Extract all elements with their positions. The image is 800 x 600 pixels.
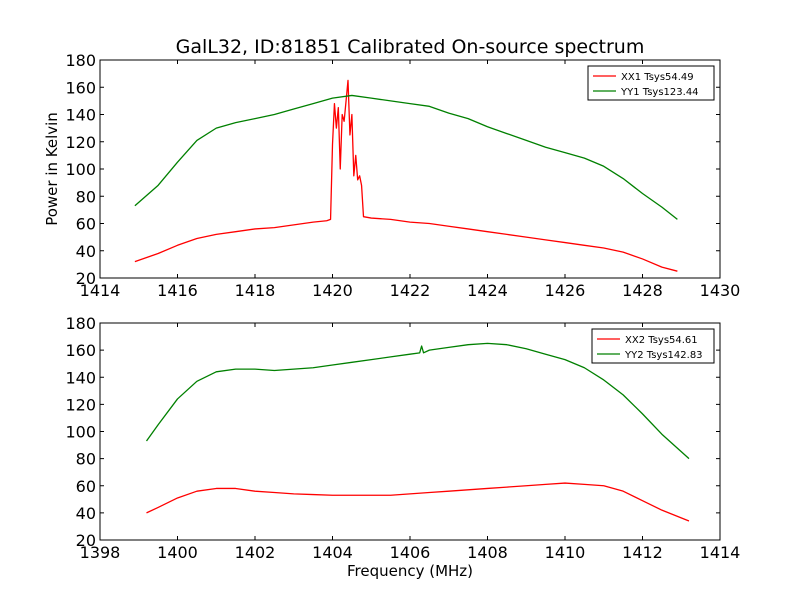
top-panel-ticks: 1414 1416 1418 1420 1422 1424 1426 1428 1430 20 40… bbox=[65, 51, 740, 300]
top-x-tick-label: 1430 bbox=[700, 281, 741, 300]
bottom-x-tick-label: 1402 bbox=[235, 543, 276, 562]
top-panel: 1414 1416 1418 1420 1422 1424 1426 1428 1430 20 40… bbox=[65, 51, 740, 300]
top-series-yy1-line bbox=[134, 94, 678, 220]
bottom-series-xx2-line bbox=[146, 482, 690, 522]
top-y-tick-label: 40 bbox=[76, 242, 96, 261]
bottom-y-tick-label: 120 bbox=[65, 395, 96, 414]
top-y-tick-label: 60 bbox=[76, 215, 96, 234]
bottom-y-tick-label: 160 bbox=[65, 341, 96, 360]
bottom-y-tick-label: 40 bbox=[76, 504, 96, 523]
top-y-tick-label: 180 bbox=[65, 51, 96, 70]
top-y-tick-label: 20 bbox=[76, 269, 96, 288]
bottom-x-tick-label: 1400 bbox=[157, 543, 198, 562]
top-x-tick-label: 1424 bbox=[467, 281, 508, 300]
top-y-tick-label: 80 bbox=[76, 187, 96, 206]
top-x-tick-label: 1426 bbox=[545, 281, 586, 300]
legend-label-yy2: YY2 Tsys142.83 bbox=[624, 350, 703, 361]
bottom-x-tick-label: 1410 bbox=[545, 543, 586, 562]
top-x-tick-label: 1416 bbox=[157, 281, 198, 300]
top-y-tick-label: 160 bbox=[65, 78, 96, 97]
top-series-xx1-line bbox=[134, 79, 678, 272]
bottom-y-tick-label: 140 bbox=[65, 368, 96, 387]
top-x-tick-label: 1428 bbox=[622, 281, 663, 300]
bottom-x-tick-label: 1404 bbox=[312, 543, 353, 562]
top-panel-series-layer bbox=[134, 79, 678, 272]
bottom-x-tick-label: 1414 bbox=[700, 543, 741, 562]
chart-title: GalL32, ID:81851 Calibrated On-source sp… bbox=[176, 36, 645, 58]
bottom-panel-legend: XX2 Tsys54.61 YY2 Tsys142.83 bbox=[591, 328, 715, 364]
bottom-y-tick-label: 20 bbox=[76, 531, 96, 550]
top-panel-legend: XX1 Tsys54.49 YY1 Tsys123.44 bbox=[587, 65, 715, 101]
bottom-x-tick-label: 1398 bbox=[80, 543, 121, 562]
bottom-y-tick-label: 80 bbox=[76, 450, 96, 469]
legend-label-yy1: YY1 Tsys123.44 bbox=[620, 87, 699, 98]
bottom-panel-series-layer bbox=[145, 342, 690, 522]
top-x-tick-label: 1420 bbox=[312, 281, 353, 300]
top-y-tick-label: 140 bbox=[65, 106, 96, 125]
top-x-tick-label: 1418 bbox=[235, 281, 276, 300]
bottom-x-tick-label: 1408 bbox=[467, 543, 508, 562]
bottom-panel-ticks: 1398 1400 1402 1404 1406 1408 1410 1412 1414 20 40… bbox=[65, 314, 740, 562]
legend-label-xx1: XX1 Tsys54.49 bbox=[621, 72, 694, 83]
bottom-series-yy2-line bbox=[145, 342, 690, 460]
top-panel-legend-box bbox=[587, 65, 715, 101]
bottom-x-tick-label: 1406 bbox=[390, 543, 431, 562]
top-x-tick-label: 1422 bbox=[390, 281, 431, 300]
x-axis-label: Frequency (MHz) bbox=[347, 562, 473, 580]
top-x-tick-label: 1414 bbox=[80, 281, 121, 300]
legend-label-xx2: XX2 Tsys54.61 bbox=[625, 335, 698, 346]
top-y-tick-label: 100 bbox=[65, 160, 96, 179]
bottom-y-tick-label: 180 bbox=[65, 314, 96, 333]
top-y-tick-label: 120 bbox=[65, 133, 96, 152]
bottom-y-tick-label: 60 bbox=[76, 477, 96, 496]
bottom-x-tick-label: 1412 bbox=[622, 543, 663, 562]
bottom-y-tick-label: 100 bbox=[65, 423, 96, 442]
bottom-panel: 1398 1400 1402 1404 1406 1408 1410 1412 1414 20 40… bbox=[65, 314, 740, 562]
y-axis-label: Power in Kelvin bbox=[43, 112, 61, 226]
bottom-panel-legend-box bbox=[591, 328, 715, 364]
